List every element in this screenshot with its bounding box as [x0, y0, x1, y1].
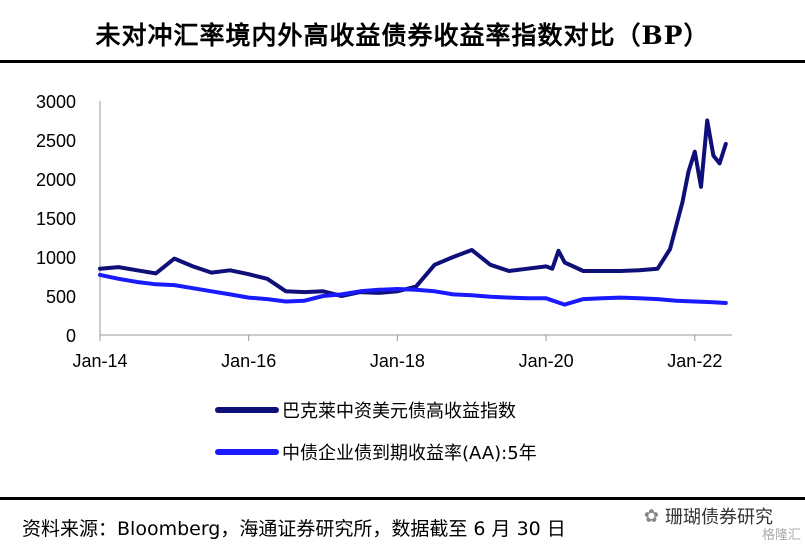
footer-divider: [0, 497, 805, 500]
x-tick-label: Jan-16: [221, 351, 276, 371]
y-tick-label: 2000: [36, 170, 76, 190]
series-line-1: [98, 118, 728, 298]
watermark-corner: 格隆汇: [761, 528, 801, 543]
y-tick-label: 3000: [36, 92, 76, 112]
watermark: ✿ 珊瑚债券研究: [644, 503, 773, 529]
y-tick-label: 1000: [36, 248, 76, 268]
series-layer: [98, 118, 728, 307]
wechat-icon: ✿: [643, 505, 659, 527]
legend-label-2: 中债企业债到期收益率(AA):5年: [282, 443, 537, 464]
y-axis: 0 500 1000 1500 2000 2500 3000: [36, 92, 101, 346]
x-tick-label: Jan-14: [72, 351, 127, 371]
x-tick-label: Jan-22: [667, 351, 722, 371]
chart-title: 未对冲汇率境内外高收益债券收益率指数对比（BP）: [95, 21, 710, 50]
y-tick-label: 0: [66, 326, 76, 346]
y-tick-label: 2500: [36, 131, 76, 151]
source-note: 资料来源：Bloomberg，海通证券研究所，数据截至 6 月 30 日: [22, 518, 566, 540]
y-tick-label: 1500: [36, 209, 76, 229]
x-tick-label: Jan-20: [519, 351, 574, 371]
legend-label-1: 巴克莱中资美元债高收益指数: [282, 401, 516, 422]
series-line-2: [98, 272, 728, 307]
x-axis: Jan-14 Jan-16 Jan-18 Jan-20 Jan-22: [72, 334, 732, 371]
y-tick-label: 500: [46, 287, 76, 307]
watermark-text: 珊瑚债券研究: [665, 507, 773, 528]
title-divider: [0, 60, 805, 63]
x-tick-label: Jan-18: [370, 351, 425, 371]
